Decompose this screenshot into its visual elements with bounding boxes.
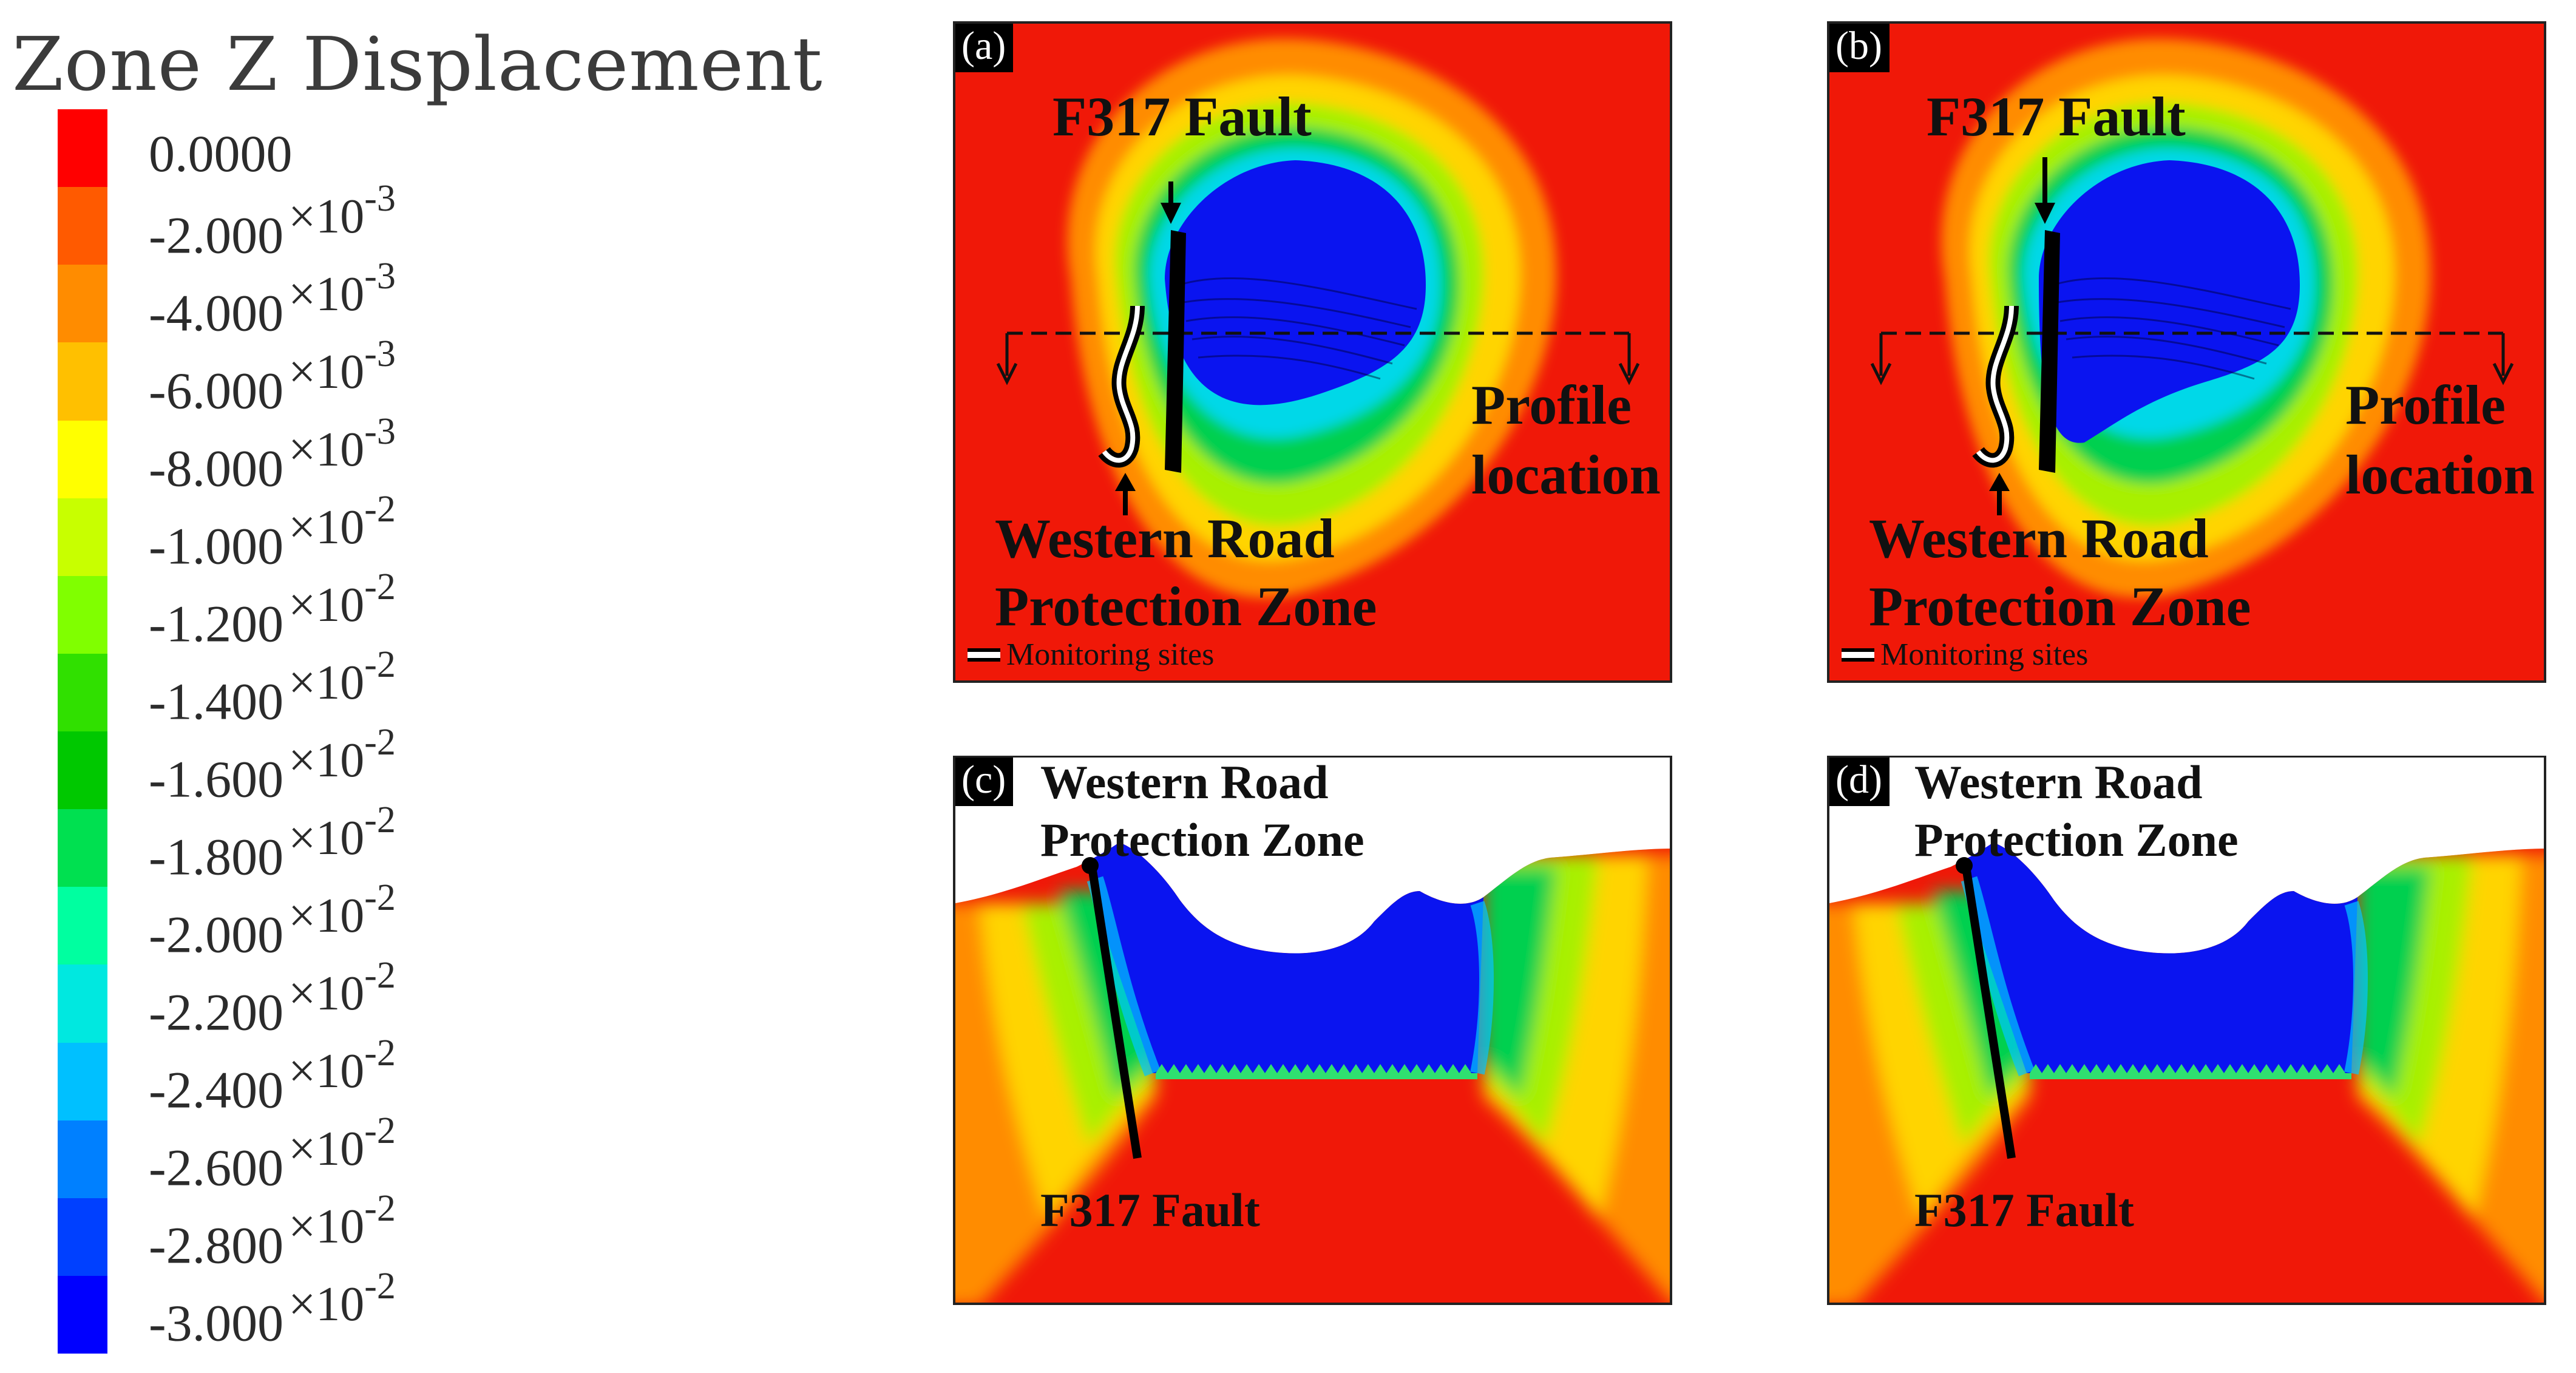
panel-a-profile-label-2: location <box>1471 444 1661 506</box>
panel-c-zone-label-1: Western Road <box>1040 756 1329 809</box>
legend-swatch <box>58 420 107 498</box>
legend-swatch <box>58 964 107 1043</box>
panel-d-zone-label-1: Western Road <box>1914 756 2203 809</box>
panel-a-contour <box>955 24 1670 680</box>
monitoring-site-marker <box>1842 648 1874 662</box>
panel-c-label: (c) <box>955 758 1014 806</box>
panel-c-profile <box>955 758 1670 1303</box>
legend-tick-label: -2.800 ×10-2 <box>149 1188 396 1275</box>
legend-tick-label: -2.000 ×10-3 <box>149 178 396 265</box>
panel-c: (c) Western Road Protection Zone F317 Fa… <box>953 756 1672 1305</box>
legend-swatch <box>58 1275 107 1354</box>
legend-swatch <box>58 653 107 731</box>
legend-swatch <box>58 187 107 265</box>
panel-b-monitoring-key: Monitoring sites <box>1842 637 2088 673</box>
legend-tick-label: -2.000 ×10-2 <box>149 877 396 964</box>
panel-a-zone-label-2: Protection Zone <box>995 575 1377 637</box>
panel-b-profile-label-2: location <box>2345 444 2535 506</box>
legend-title: Zone Z Displacement <box>12 21 823 107</box>
panel-d-label: (d) <box>1829 758 1890 806</box>
panel-d-profile <box>1829 758 2544 1303</box>
panel-c-zone-label-2: Protection Zone <box>1040 813 1364 866</box>
panel-d-fault-label: F317 Fault <box>1914 1184 2134 1236</box>
legend-tick-label: -1.000 ×10-2 <box>149 489 396 575</box>
legend-swatch <box>58 265 107 343</box>
legend-tick-label: -2.200 ×10-2 <box>149 955 396 1042</box>
legend-tick-label: -6.000 ×10-3 <box>149 333 396 420</box>
legend-tick-label: -2.600 ×10-2 <box>149 1110 396 1197</box>
panel-b: (b) F317 Fault Profile location Western … <box>1827 21 2546 683</box>
legend-swatch <box>58 498 107 576</box>
legend-swatch <box>58 109 107 188</box>
panel-c-fault-label: F317 Fault <box>1040 1184 1260 1236</box>
panel-b-profile-label-1: Profile <box>2345 374 2506 436</box>
legend-tick-label: -1.600 ×10-2 <box>149 722 396 809</box>
legend-swatch <box>58 1120 107 1198</box>
panel-b-fault-label: F317 Fault <box>1927 86 2186 147</box>
legend-swatch <box>58 887 107 965</box>
panel-a-profile-label-1: Profile <box>1471 374 1632 436</box>
panel-b-contour <box>1829 24 2544 680</box>
legend-tick-label: 0.0000 <box>149 124 293 183</box>
legend-swatch <box>58 1042 107 1120</box>
legend-colorbar <box>58 109 107 1354</box>
legend-swatch <box>58 1198 107 1276</box>
legend-tick-label: -1.200 ×10-2 <box>149 566 396 653</box>
legend-swatch <box>58 809 107 887</box>
monitoring-site-marker <box>968 648 1000 662</box>
legend-swatch <box>58 731 107 810</box>
panel-a-monitoring-label: Monitoring sites <box>1006 637 1215 672</box>
panel-a-fault-label: F317 Fault <box>1052 86 1312 147</box>
legend-tick-label: -4.000 ×10-3 <box>149 256 396 342</box>
legend-tick-label: -1.800 ×10-2 <box>149 799 396 886</box>
legend-tick-label: -2.400 ×10-2 <box>149 1032 396 1119</box>
panel-d-zone-label-2: Protection Zone <box>1914 813 2239 866</box>
legend-swatch <box>58 342 107 421</box>
legend-tick-label: -1.400 ×10-2 <box>149 644 396 731</box>
legend-tick-label: -8.000 ×10-3 <box>149 411 396 498</box>
panel-b-zone-label-1: Western Road <box>1869 507 2209 569</box>
panel-a-monitoring-key: Monitoring sites <box>968 637 1214 673</box>
panel-d: (d) Western Road Protection Zone F317 Fa… <box>1827 756 2546 1305</box>
panel-b-label: (b) <box>1829 24 1890 72</box>
panel-a-label: (a) <box>955 24 1014 72</box>
legend-swatch <box>58 575 107 654</box>
panel-a-zone-label-1: Western Road <box>995 507 1335 569</box>
panel-b-monitoring-label: Monitoring sites <box>1880 637 2089 672</box>
legend-tick-label: -3.000 ×10-2 <box>149 1266 396 1352</box>
panel-a: (a) F317 Fault Profile location Western … <box>953 21 1672 683</box>
panel-b-zone-label-2: Protection Zone <box>1869 575 2251 637</box>
